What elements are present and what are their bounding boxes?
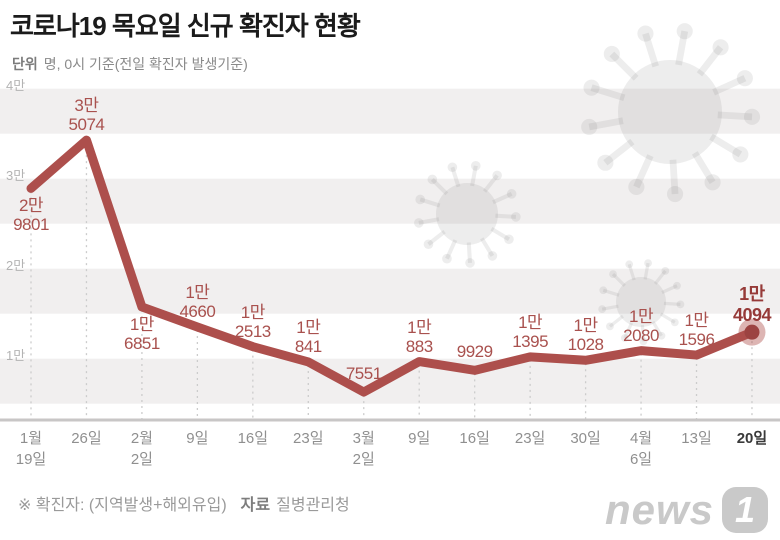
news1-logo: news 1 [605, 486, 768, 534]
data-point-label: 1만 1596 [678, 311, 715, 350]
x-axis-label: 26일 [71, 430, 102, 447]
y-axis-tick: 2만 [6, 257, 26, 273]
x-axis-label: 2월 2일 [130, 430, 153, 468]
data-point-label: 3만 5074 [68, 96, 105, 135]
y-axis-tick: 1만 [6, 347, 26, 363]
unit-label: 단위 [12, 56, 38, 72]
data-line [26, 135, 757, 397]
source-label: 자료 [240, 497, 271, 514]
confirmed-definition: ※ 확진자: (지역발생+해외유입) [18, 497, 227, 514]
virus-watermark-icon [598, 259, 685, 346]
x-axis-label: 3월 2일 [352, 430, 375, 468]
footer-note: ※ 확진자: (지역발생+해외유입) 자료 질병관리청 [18, 491, 350, 515]
data-point-label: 7551 [345, 364, 382, 384]
data-point-label: 1만 841 [294, 317, 322, 356]
grid-band [0, 178, 780, 224]
unit-description: 명, 0시 기준(전일 확진자 발생기준) [43, 56, 248, 72]
data-point-label: 9929 [456, 342, 493, 362]
page-title: 코로나19 목요일 신규 확진자 현황 [10, 11, 361, 41]
data-point-label: 1만 6851 [123, 314, 160, 353]
data-point-label: 1만 2080 [623, 306, 659, 345]
virus-watermark-icon [414, 161, 521, 268]
x-axis-label: 16일 [459, 430, 490, 447]
x-axis-label: 23일 [514, 430, 546, 447]
data-point-label: 2만 9801 [13, 196, 49, 235]
source-value: 질병관리청 [276, 497, 350, 514]
x-axis-label: 9일 [408, 430, 431, 447]
final-point-label: 1만 4094 [732, 284, 772, 326]
x-axis-label: 23일 [293, 430, 324, 447]
y-axis-tick: 3만 [6, 167, 26, 183]
y-axis-tick: 4만 [6, 77, 26, 93]
final-point-marker [744, 324, 760, 340]
x-axis-label: 20일 [736, 430, 768, 447]
data-point-label: 1만 1395 [512, 312, 549, 351]
grid-band [0, 88, 780, 134]
data-point-label: 1만 1028 [567, 316, 604, 355]
x-axis-baseline [0, 418, 780, 422]
x-axis-label: 30일 [570, 430, 601, 447]
x-axis-label: 13일 [681, 430, 712, 447]
news1-logo-word: news [604, 486, 714, 533]
virus-watermark-icon [581, 23, 761, 203]
data-point-label: 1만 4660 [179, 283, 216, 321]
x-axis-label: 1월 19일 [15, 430, 47, 468]
x-axis-label: 9일 [186, 430, 209, 447]
data-point-label: 1만 2513 [234, 302, 271, 341]
news1-logo-badge: 1 [722, 487, 768, 533]
data-point-label: 1만 883 [405, 317, 433, 356]
chart-subtitle: 단위 명, 0시 기준(전일 확진자 발생기준) [12, 54, 248, 74]
x-axis-label: 16일 [237, 430, 269, 447]
x-axis-label: 4월 6일 [629, 430, 653, 468]
